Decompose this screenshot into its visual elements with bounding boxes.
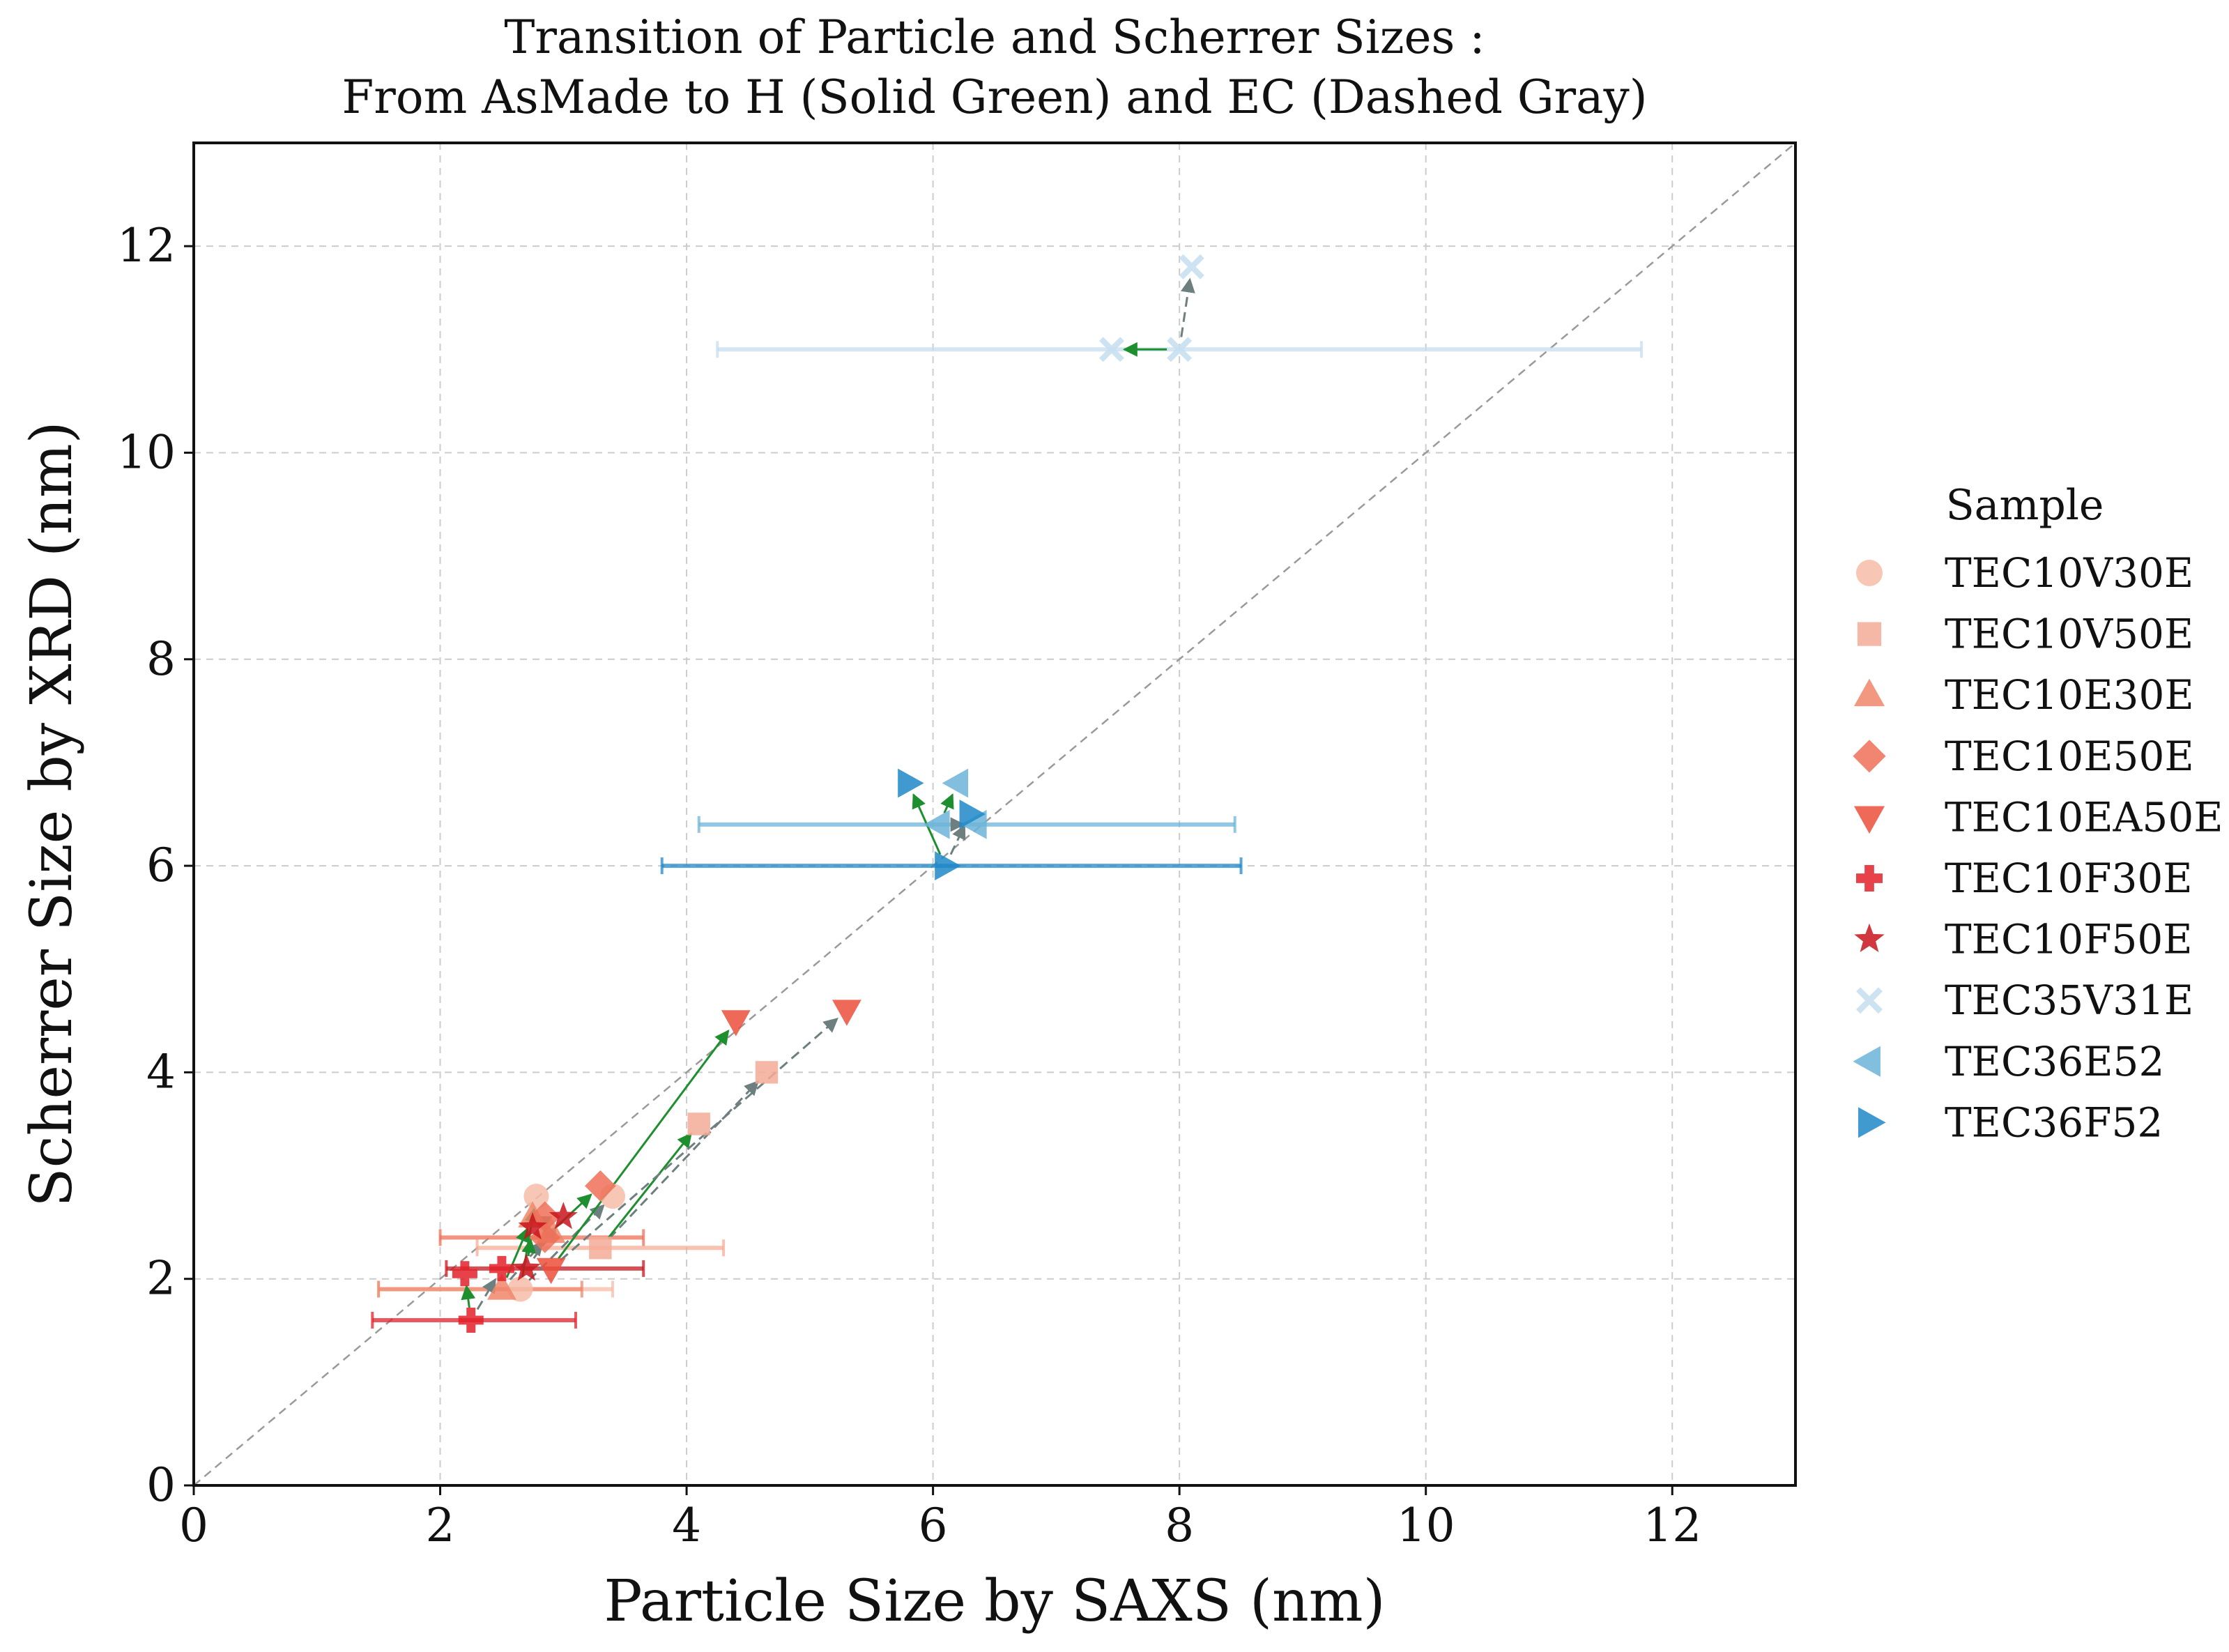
identity-diagonal (194, 143, 1795, 1485)
x-axis-ticks: 0 2 4 6 8 10 12 (179, 1485, 1701, 1552)
y-tick-label: 2 (146, 1252, 176, 1306)
legend-marker (1856, 987, 1883, 1014)
x-tick-label: 8 (1165, 1499, 1194, 1552)
y-tick-label: 8 (146, 632, 176, 686)
ec-arrow (949, 824, 966, 855)
h-arrow (461, 1285, 476, 1308)
legend-marker (1854, 923, 1885, 953)
ec-arrow (1180, 277, 1195, 337)
data-point-asmade (589, 1237, 612, 1260)
legend-label: TEC10E30E (1945, 671, 2194, 719)
legend-marker (1853, 1046, 1881, 1077)
data-point-ec (959, 800, 986, 829)
ec-arrow (528, 1204, 605, 1281)
x-tick-label: 12 (1643, 1499, 1701, 1552)
x-tick-label: 0 (179, 1499, 208, 1552)
data-point-h (518, 1212, 547, 1240)
data-point-asmade (487, 1274, 516, 1300)
data-point-h (687, 1112, 710, 1135)
ec-arrow (476, 1278, 496, 1310)
data-point-ec (1179, 254, 1204, 280)
legend-label: TEC36E52 (1945, 1038, 2164, 1085)
legend-marker (1858, 1107, 1886, 1138)
data-point-ec (832, 1000, 861, 1026)
legend-label: TEC36F52 (1945, 1099, 2163, 1146)
legend-label: TEC35V31E (1945, 977, 2193, 1024)
x-tick-label: 4 (672, 1499, 701, 1552)
data-points (452, 254, 1204, 1333)
x-tick-label: 6 (919, 1499, 948, 1552)
legend-label: TEC10V30E (1945, 549, 2193, 597)
data-point-h (523, 1184, 549, 1209)
y-tick-label: 10 (117, 425, 176, 479)
legend-title: Sample (1946, 481, 2104, 530)
legend-marker (1856, 865, 1883, 892)
legend-marker (1857, 622, 1882, 646)
data-point-h (1098, 337, 1124, 362)
ec-arrow (560, 1017, 838, 1262)
transition-arrows (461, 277, 1195, 1310)
legend: TEC10V30E TEC10V50E TEC10E30E TEC10E50E TEC1… (1853, 549, 2223, 1146)
h-arrow (521, 1238, 537, 1257)
legend-label: TEC10F30E (1945, 855, 2193, 902)
data-point-asmade (507, 1276, 533, 1302)
data-point-asmade (458, 1307, 484, 1333)
data-point-h (452, 1261, 477, 1287)
legend-label: TEC10EA50E (1945, 793, 2223, 841)
data-point-ec (549, 1202, 578, 1230)
plot-frame (192, 142, 1797, 1487)
legend-label: TEC10V50E (1945, 611, 2193, 658)
y-tick-label: 4 (146, 1045, 176, 1099)
legend-marker (1853, 678, 1885, 707)
h-arrow (607, 1132, 692, 1239)
y-tick-label: 12 (117, 219, 176, 273)
h-arrow (940, 793, 954, 813)
y-tick-label: 6 (146, 839, 176, 892)
legend-label: TEC10F50E (1945, 916, 2193, 963)
y-tick-label: 0 (146, 1458, 176, 1512)
data-point-ec (755, 1061, 779, 1084)
data-point-ec (489, 1255, 514, 1281)
data-point-asmade (512, 1253, 541, 1281)
data-point-asmade (924, 809, 950, 839)
data-point-asmade (1167, 337, 1193, 362)
data-point-asmade (536, 1257, 566, 1285)
y-axis-label: Scherrer Size by XRD (nm) (19, 421, 85, 1207)
x-tick-label: 2 (426, 1499, 455, 1552)
legend-marker (1853, 740, 1886, 773)
data-point-asmade (935, 851, 961, 880)
legend-label: TEC10E50E (1945, 733, 2194, 780)
ec-arrow (608, 1080, 760, 1240)
chart-title-line2: From AsMade to H (Solid Green) and EC (D… (342, 70, 1647, 124)
data-point-ec (960, 809, 987, 839)
h-arrow (558, 1030, 730, 1260)
x-tick-label: 10 (1397, 1499, 1455, 1552)
data-point-h (942, 768, 969, 798)
data-point-h (721, 1010, 751, 1037)
data-point-h (898, 768, 924, 798)
diagonal-line (194, 143, 1795, 1485)
legend-marker (1856, 560, 1883, 586)
y-axis-ticks: 0 2 4 6 8 10 12 (117, 219, 194, 1512)
error-bars (371, 341, 1644, 1329)
x-axis-label: Particle Size by SAXS (nm) (604, 1568, 1385, 1635)
chart-title-line1: Transition of Particle and Scherrer Size… (504, 10, 1485, 64)
legend-marker (1853, 806, 1885, 834)
